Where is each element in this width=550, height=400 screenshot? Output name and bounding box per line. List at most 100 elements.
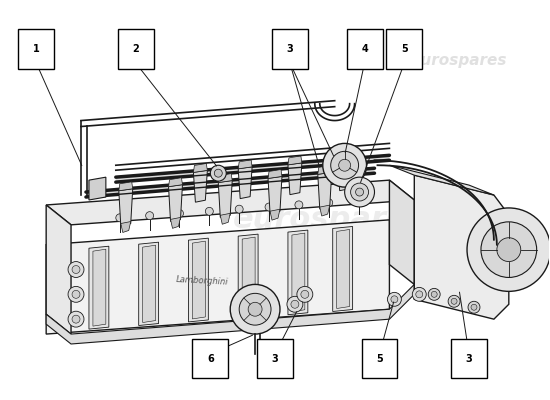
- Circle shape: [345, 177, 375, 207]
- Polygon shape: [389, 165, 494, 195]
- Text: 2: 2: [133, 44, 139, 54]
- Polygon shape: [119, 189, 133, 226]
- Polygon shape: [238, 234, 258, 318]
- Circle shape: [239, 293, 271, 325]
- Circle shape: [287, 296, 303, 312]
- Polygon shape: [139, 242, 158, 326]
- Circle shape: [356, 188, 364, 196]
- Circle shape: [295, 201, 303, 209]
- Circle shape: [230, 284, 280, 334]
- Polygon shape: [142, 245, 156, 322]
- Circle shape: [387, 292, 402, 306]
- Polygon shape: [238, 160, 252, 169]
- Polygon shape: [46, 180, 414, 225]
- Circle shape: [301, 290, 309, 298]
- Polygon shape: [168, 178, 183, 187]
- Circle shape: [355, 196, 362, 204]
- Polygon shape: [46, 284, 414, 344]
- Polygon shape: [116, 155, 389, 182]
- Polygon shape: [242, 237, 255, 315]
- Polygon shape: [238, 167, 252, 199]
- Polygon shape: [320, 205, 329, 216]
- Polygon shape: [268, 176, 282, 213]
- Circle shape: [451, 298, 457, 304]
- Circle shape: [412, 287, 426, 301]
- Circle shape: [323, 143, 366, 187]
- Polygon shape: [189, 238, 208, 322]
- Polygon shape: [194, 164, 207, 172]
- Text: 4: 4: [361, 44, 368, 54]
- Polygon shape: [46, 205, 71, 334]
- Circle shape: [72, 315, 80, 323]
- Circle shape: [481, 222, 537, 278]
- Circle shape: [248, 302, 262, 316]
- Circle shape: [297, 286, 313, 302]
- Circle shape: [339, 159, 350, 171]
- Text: 1: 1: [33, 44, 40, 54]
- Polygon shape: [121, 222, 131, 232]
- Polygon shape: [318, 172, 332, 209]
- Polygon shape: [93, 249, 106, 326]
- Circle shape: [468, 301, 480, 313]
- Polygon shape: [218, 174, 232, 182]
- Text: 6: 6: [207, 354, 214, 364]
- Text: 3: 3: [287, 44, 293, 54]
- Circle shape: [350, 183, 369, 201]
- Circle shape: [291, 300, 299, 308]
- Polygon shape: [194, 170, 207, 202]
- Polygon shape: [270, 209, 280, 220]
- Circle shape: [428, 288, 440, 300]
- Polygon shape: [89, 177, 106, 200]
- Circle shape: [175, 210, 184, 218]
- Polygon shape: [333, 226, 353, 312]
- Circle shape: [265, 203, 273, 211]
- Circle shape: [331, 151, 359, 179]
- Text: eurospares: eurospares: [411, 54, 507, 68]
- Polygon shape: [318, 165, 332, 174]
- Polygon shape: [288, 163, 302, 195]
- Circle shape: [448, 295, 460, 307]
- Circle shape: [416, 291, 423, 298]
- Text: 5: 5: [376, 354, 383, 364]
- Circle shape: [68, 311, 84, 327]
- Polygon shape: [86, 168, 375, 197]
- Circle shape: [146, 212, 153, 220]
- Polygon shape: [338, 152, 351, 161]
- Circle shape: [431, 291, 437, 297]
- Text: eurospares: eurospares: [233, 205, 426, 234]
- Circle shape: [391, 296, 398, 303]
- Circle shape: [72, 266, 80, 274]
- Circle shape: [68, 262, 84, 278]
- Polygon shape: [221, 213, 230, 224]
- Polygon shape: [46, 220, 389, 334]
- Circle shape: [214, 169, 222, 177]
- Polygon shape: [414, 175, 509, 319]
- Circle shape: [235, 205, 243, 213]
- Polygon shape: [89, 246, 109, 329]
- Polygon shape: [218, 180, 232, 217]
- Circle shape: [72, 290, 80, 298]
- Polygon shape: [338, 159, 351, 191]
- Polygon shape: [292, 233, 305, 312]
- Circle shape: [324, 199, 333, 207]
- Circle shape: [210, 165, 226, 181]
- Circle shape: [471, 304, 477, 310]
- Polygon shape: [170, 218, 180, 228]
- Polygon shape: [168, 185, 183, 222]
- Circle shape: [205, 207, 213, 215]
- Polygon shape: [119, 182, 133, 191]
- Text: 3: 3: [272, 354, 278, 364]
- Circle shape: [68, 286, 84, 302]
- Text: 5: 5: [401, 44, 408, 54]
- Polygon shape: [192, 241, 205, 319]
- Text: 3: 3: [466, 354, 472, 364]
- Polygon shape: [288, 156, 302, 165]
- Circle shape: [467, 208, 550, 291]
- Polygon shape: [337, 230, 350, 308]
- Text: Lamborghini: Lamborghini: [175, 275, 228, 286]
- Circle shape: [497, 238, 521, 262]
- Circle shape: [116, 214, 124, 222]
- Polygon shape: [288, 230, 308, 315]
- Polygon shape: [389, 180, 414, 284]
- Polygon shape: [268, 170, 282, 178]
